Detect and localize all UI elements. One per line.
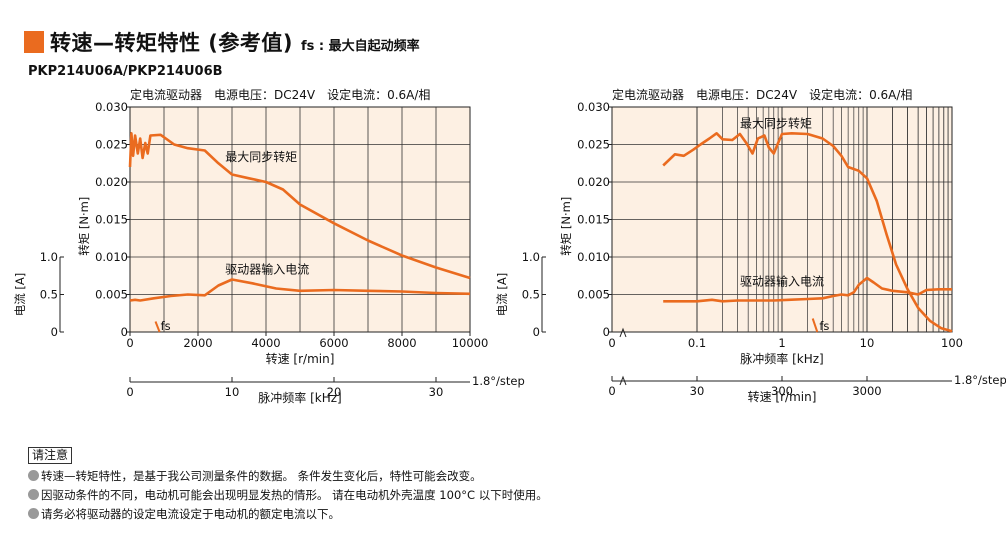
axis-break-mark <box>619 327 627 338</box>
y-axis-title: 转矩 [N·m] <box>77 197 91 256</box>
y-tick-label: 0.030 <box>577 100 610 114</box>
y-tick-label: 0.020 <box>577 175 610 189</box>
note-line: 因驱动条件的不同，电动机可能会出现明显发热的情形。 请在电动机外壳温度 100°… <box>28 486 548 505</box>
notes-title: 请注意 <box>28 447 73 464</box>
y-tick-label: 0.030 <box>95 100 128 114</box>
y-tick-label: 0 <box>121 325 128 339</box>
note-text: 因驱动条件的不同，电动机可能会出现明显发热的情形。 请在电动机外壳温度 100°… <box>41 488 548 502</box>
axis-break-mark <box>619 375 627 386</box>
title-accent-mark <box>24 31 44 53</box>
model-number: PKP214U06A/PKP214U06B <box>28 64 223 79</box>
title-row: 转速—转矩特性 (参考值) fs : 最大自起动频率 <box>24 26 420 58</box>
fs-label: fs <box>819 319 829 333</box>
y2-axis-title: 电流 [A] <box>13 273 27 317</box>
x2-tick-label: 20 <box>327 385 342 399</box>
fs-label: fs <box>161 319 171 333</box>
step-label: 1.8°/step <box>472 374 525 388</box>
x-tick-label: 100 <box>941 336 963 350</box>
bullet-icon <box>28 508 39 519</box>
y-tick-label: 0 <box>603 325 610 339</box>
fs-definition: fs : 最大自起动频率 <box>301 38 420 54</box>
y-tick-label: 0.015 <box>95 213 128 227</box>
x-tick-label: 0 <box>608 336 615 350</box>
y2-tick-label: 1.0 <box>522 250 540 264</box>
y2-axis-title: 电流 [A] <box>495 273 509 317</box>
conditions-text: 定电流驱动器 电源电压：DC24V 设定电流：0.6A/相 <box>130 87 430 102</box>
y-tick-label: 0.025 <box>95 138 128 152</box>
x-tick-label: 10000 <box>452 336 489 350</box>
y2-tick-label: 0 <box>533 325 540 339</box>
y2-tick-label: 1.0 <box>40 250 58 264</box>
note-text: 请务必将驱动器的设定电流设定于电动机的额定电流以下。 <box>41 507 340 521</box>
x-tick-label: 1 <box>778 336 785 350</box>
y2-tick-label: 0 <box>51 325 58 339</box>
page-title: 转速—转矩特性 (参考值) <box>50 31 294 55</box>
y2-tick-label: 0.5 <box>40 288 58 302</box>
x-tick-label: 6000 <box>319 336 348 350</box>
y-tick-label: 0.020 <box>95 175 128 189</box>
x2-tick-label: 30 <box>690 384 705 398</box>
y-tick-label: 0.005 <box>577 288 610 302</box>
x2-tick-label: 30 <box>429 385 444 399</box>
current-curve-label: 驱动器输入电流 <box>740 274 824 289</box>
x2-tick-label: 3000 <box>852 384 881 398</box>
x2-tick-label: 300 <box>771 384 793 398</box>
y-tick-label: 0.010 <box>95 250 128 264</box>
torque-curve <box>662 132 953 333</box>
fs-marker <box>154 321 161 333</box>
note-text: 转速—转矩特性，是基于我公司测量条件的数据。 条件发生变化后，特性可能会改变。 <box>41 469 482 483</box>
bullet-icon <box>28 489 39 500</box>
charts-canvas: 0 0.005 0.010 0.015 0.020 0.025 0.030 转矩 [N·m] 0… <box>13 87 1006 405</box>
x-tick-label: 10 <box>860 336 875 350</box>
y-axis-title: 转矩 [N·m] <box>559 197 573 256</box>
current-curve <box>129 278 471 302</box>
y-tick-label: 0.025 <box>577 138 610 152</box>
torque-curve-label: 最大同步转矩 <box>225 149 297 164</box>
step-label: 1.8°/step <box>954 373 1006 387</box>
y-tick-label: 0.015 <box>577 213 610 227</box>
x-tick-label: 2000 <box>183 336 212 350</box>
note-line: 请务必将驱动器的设定电流设定于电动机的额定电流以下。 <box>28 505 548 524</box>
x2-tick-label: 0 <box>126 385 133 399</box>
x2-tick-label: 10 <box>225 385 240 399</box>
bullet-icon <box>28 470 39 481</box>
y2-tick-label: 0.5 <box>522 288 540 302</box>
notes-section: 请注意 转速—转矩特性，是基于我公司测量条件的数据。 条件发生变化后，特性可能会… <box>28 446 548 524</box>
x-tick-label: 8000 <box>387 336 416 350</box>
x-tick-label: 0 <box>126 336 133 350</box>
x2-tick-label: 0 <box>608 384 615 398</box>
x-axis-title: 转速 [r/min] <box>266 351 335 366</box>
current-curve-label: 驱动器输入电流 <box>225 262 309 277</box>
note-line: 转速—转矩特性，是基于我公司测量条件的数据。 条件发生变化后，特性可能会改变。 <box>28 467 548 486</box>
fs-marker <box>811 318 819 333</box>
x2-axis-title: 转速 [r/min] <box>748 389 817 404</box>
x-tick-label: 4000 <box>251 336 280 350</box>
torque-curve <box>128 132 471 280</box>
current-curve <box>663 276 952 303</box>
y-tick-label: 0.010 <box>577 250 610 264</box>
x-axis-title: 脉冲频率 [kHz] <box>740 351 823 366</box>
x-tick-label: 0.1 <box>688 336 706 350</box>
conditions-text: 定电流驱动器 电源电压：DC24V 设定电流：0.6A/相 <box>612 87 912 102</box>
torque-curve-label: 最大同步转矩 <box>740 115 812 130</box>
y-tick-label: 0.005 <box>95 288 128 302</box>
x2-axis-title: 脉冲频率 [kHz] <box>258 390 341 405</box>
